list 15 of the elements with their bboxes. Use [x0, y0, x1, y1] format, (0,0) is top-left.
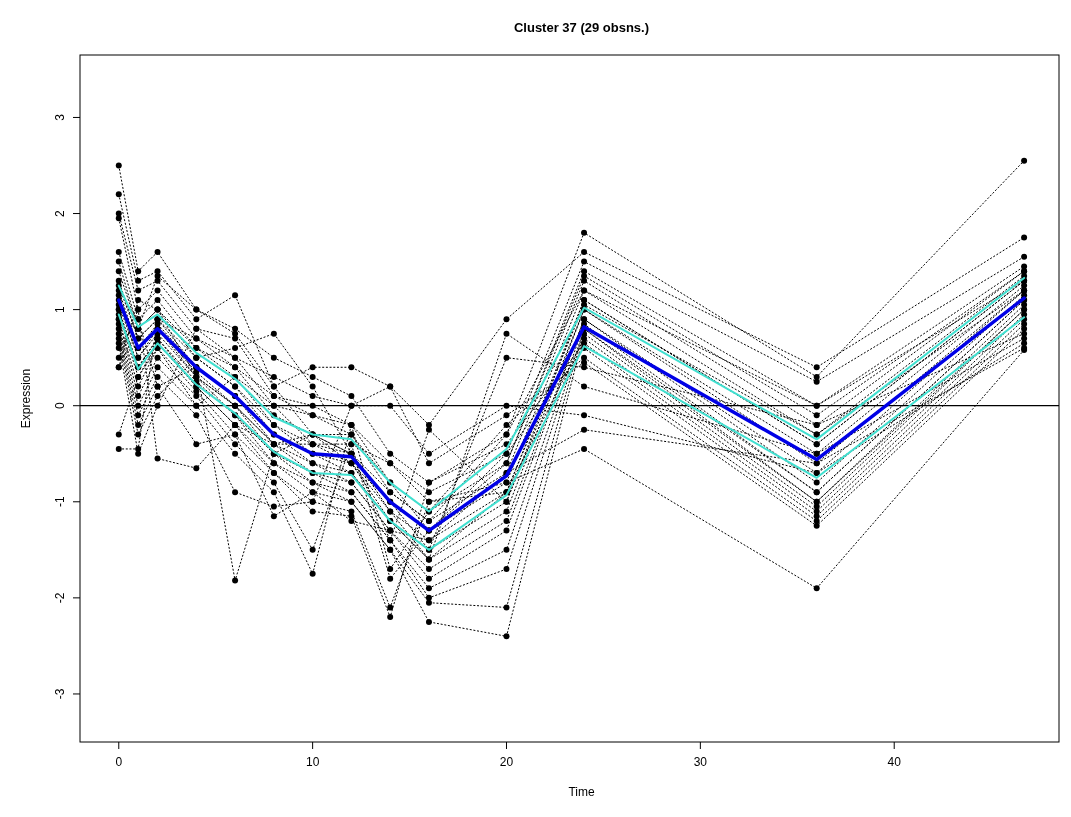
x-tick-label: 40: [887, 755, 902, 769]
y-tick-label: -3: [53, 688, 67, 700]
x-tick-label: 30: [693, 755, 708, 769]
x-axis-title: Time: [568, 785, 595, 799]
y-tick-label: 3: [53, 113, 67, 121]
x-tick-label: 20: [499, 755, 514, 769]
y-tick-label: 1: [53, 305, 67, 313]
x-tick-label: 0: [115, 755, 123, 769]
y-tick-label: -2: [53, 592, 67, 604]
y-tick-label: 2: [53, 209, 67, 217]
y-tick-label: -1: [53, 496, 67, 508]
y-tick-label: 0: [53, 402, 67, 410]
y-axis-title: Expression: [19, 368, 33, 429]
x-tick-label: 10: [305, 755, 320, 769]
chart-title: Cluster 37 (29 obsns.): [513, 20, 650, 35]
